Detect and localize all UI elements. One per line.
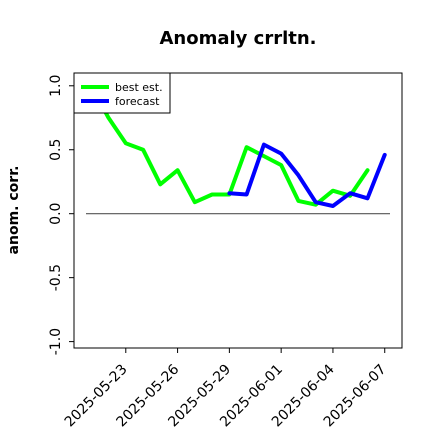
y-tick-label: -1.0 xyxy=(48,328,64,355)
y-axis-label: anom. corr. xyxy=(6,166,22,255)
legend-label: best est. xyxy=(115,81,163,94)
plot-frame xyxy=(73,72,403,349)
x-axis-ticks: 2025-05-232025-05-262025-05-292025-06-01… xyxy=(62,348,390,430)
legend-label: forecast xyxy=(115,95,160,108)
legend-box xyxy=(73,72,171,114)
y-tick-label: 1.0 xyxy=(48,75,64,97)
legend: best est.forecast xyxy=(73,72,171,114)
chart-title: Anomaly crrltn. xyxy=(159,28,316,49)
y-axis-ticks: -1.0 -0.5 0.0 0.5 1.0 xyxy=(48,75,74,355)
series-line-forecast xyxy=(227,142,387,208)
series-layer xyxy=(89,83,387,208)
y-tick-label: 0.5 xyxy=(48,139,64,161)
y-tick-label: -0.5 xyxy=(48,264,64,291)
y-tick-label: 0.0 xyxy=(48,203,64,225)
